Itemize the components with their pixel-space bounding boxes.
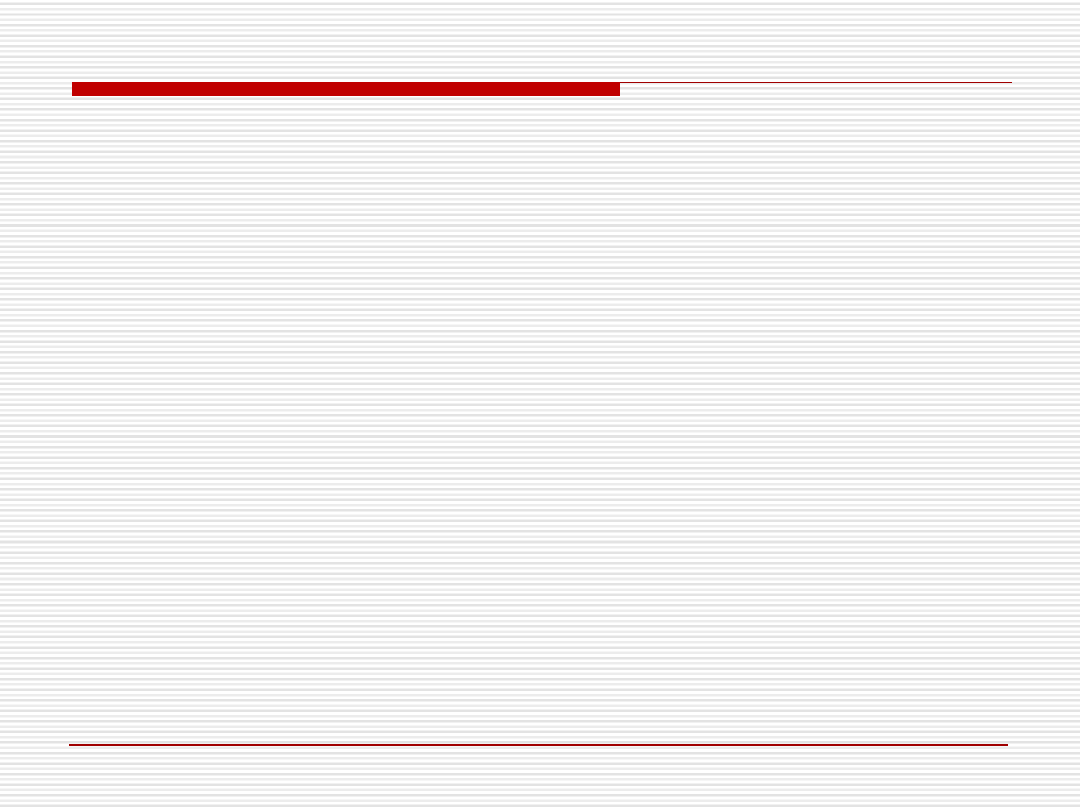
title-bar: [72, 81, 620, 96]
slide-body-area: [72, 110, 1012, 730]
title-accent-line: [620, 81, 1012, 84]
footer-line: [69, 744, 1008, 746]
